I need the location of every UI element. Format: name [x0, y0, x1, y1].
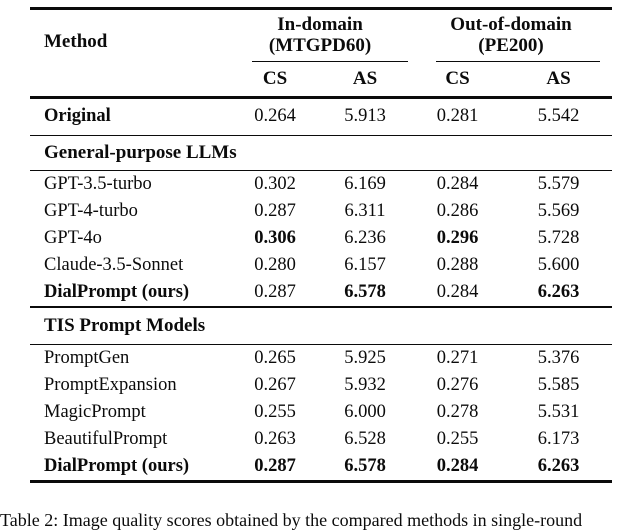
table-row-original: Original 0.264 5.913 0.281 5.542	[30, 99, 612, 135]
table-row-gpt-4-turbo: GPT-4-turbo 0.287 6.311 0.286 5.569	[30, 198, 612, 225]
section-rule	[30, 306, 612, 308]
cs-outdomain-value: 0.288	[436, 255, 479, 276]
cs-indomain-value: 0.255	[254, 402, 296, 423]
cs-outdomain-value: 0.276	[436, 375, 479, 396]
as-indomain-value: 5.913	[344, 106, 386, 126]
method-name: Original	[44, 106, 111, 126]
bottom-rule	[30, 480, 612, 484]
as-indomain-value: 6.157	[344, 255, 386, 276]
as-outdomain-value: 5.531	[537, 402, 580, 423]
column-header-as-indomain: AS	[352, 68, 378, 89]
table-row-gpt-4o: GPT-4o 0.306 6.236 0.296 5.728	[30, 225, 612, 252]
table-header-metrics: CS AS CS AS	[30, 62, 612, 96]
as-indomain-value: 6.528	[344, 429, 386, 450]
as-indomain-value: 5.925	[344, 348, 386, 369]
cs-indomain-value: 0.265	[254, 348, 296, 369]
cs-indomain-value: 0.264	[254, 106, 296, 126]
cs-outdomain-value: 0.271	[436, 348, 479, 369]
as-indomain-value: 6.311	[344, 201, 386, 222]
cs-outdomain-value: 0.284	[436, 282, 479, 303]
table-row-magicprompt: MagicPrompt 0.255 6.000 0.278 5.531	[30, 399, 612, 426]
column-header-cs-indomain: CS	[262, 68, 288, 89]
table-header-groups: Method In-domain (MTGPD60) Out-of-domain(…	[30, 10, 612, 63]
table-row-claude-3-5-sonnet: Claude-3.5-Sonnet 0.280 6.157 0.288 5.60…	[30, 252, 612, 279]
cs-indomain-value: 0.287	[254, 282, 296, 303]
method-name: DialPrompt (ours)	[44, 282, 190, 303]
as-indomain-value: 6.000	[344, 402, 386, 423]
method-name: GPT-3.5-turbo	[44, 174, 152, 195]
as-indomain-value: 5.932	[344, 375, 386, 396]
group1-line1: In-domain	[277, 14, 363, 35]
section-rule	[30, 343, 612, 346]
column-group-out-of-domain: Out-of-domain (PE200)	[410, 10, 612, 63]
group-label: In-domain (MTGPD60)	[230, 10, 410, 56]
method-name: GPT-4-turbo	[44, 201, 138, 222]
cs-outdomain-value: 0.286	[436, 201, 479, 222]
section-label: TIS Prompt Models	[44, 314, 206, 336]
column-group-in-domain: In-domain (MTGPD60)	[230, 10, 410, 63]
method-name: MagicPrompt	[44, 402, 146, 423]
group-label: Out-of-domain (PE200)	[410, 10, 612, 56]
method-name: PromptExpansion	[44, 375, 177, 396]
table-caption: Table 2: Image quality scores obtained b…	[0, 510, 583, 530]
column-header-method: Method	[44, 31, 108, 53]
as-outdomain-value: 5.376	[537, 348, 580, 369]
method-name: Claude-3.5-Sonnet	[44, 255, 184, 276]
header-rule	[30, 96, 612, 99]
as-indomain-value: 6.236	[344, 228, 386, 249]
table-row-dialprompt-tis: DialPrompt (ours) 0.287 6.578 0.284 6.26…	[30, 453, 612, 480]
as-outdomain-value: 6.173	[537, 429, 580, 450]
cs-outdomain-value: 0.255	[436, 429, 479, 450]
table-row-promptgen: PromptGen 0.265 5.925 0.271 5.376	[30, 345, 612, 372]
cs-outdomain-value: 0.281	[436, 106, 479, 126]
cmidrule-out-of-domain	[436, 61, 600, 63]
section-rule	[30, 134, 612, 136]
as-outdomain-value: 5.600	[537, 255, 580, 276]
section-header-general-purpose-llms: General-purpose LLMs	[30, 136, 612, 170]
group2-line1: Out-of-domain	[450, 14, 572, 35]
cs-indomain-value: 0.302	[254, 174, 296, 195]
cmidrule-in-domain	[252, 61, 408, 63]
method-name: GPT-4o	[44, 228, 102, 249]
section-header-tis-prompt-models: TIS Prompt Models	[30, 308, 612, 344]
results-table: Method In-domain (MTGPD60) Out-of-domain(…	[30, 7, 612, 484]
group2-line2: (PE200)	[478, 35, 544, 56]
cs-indomain-value: 0.280	[254, 255, 296, 276]
as-outdomain-value: 6.263	[537, 456, 580, 477]
method-name: DialPrompt (ours)	[44, 456, 190, 477]
method-name: PromptGen	[44, 348, 130, 369]
table-row-beautifulprompt: BeautifulPrompt 0.263 6.528 0.255 6.173	[30, 426, 612, 453]
as-outdomain-value: 5.542	[537, 106, 580, 126]
as-outdomain-value: 5.579	[537, 174, 580, 195]
as-indomain-value: 6.578	[344, 456, 386, 477]
table-row-dialprompt-llm: DialPrompt (ours) 0.287 6.578 0.284 6.26…	[30, 279, 612, 306]
column-header-as-outdomain: AS	[546, 68, 571, 89]
as-outdomain-value: 5.569	[537, 201, 580, 222]
cs-outdomain-value: 0.296	[436, 228, 479, 249]
section-label: General-purpose LLMs	[44, 141, 237, 163]
method-name: BeautifulPrompt	[44, 429, 168, 450]
section-rule	[30, 169, 612, 172]
cs-indomain-value: 0.263	[254, 429, 296, 450]
cs-outdomain-value: 0.278	[436, 402, 479, 423]
cs-outdomain-value: 0.284	[436, 456, 479, 477]
cs-indomain-value: 0.287	[254, 201, 296, 222]
table-row-promptexpansion: PromptExpansion 0.267 5.932 0.276 5.585	[30, 372, 612, 399]
as-indomain-value: 6.578	[344, 282, 386, 303]
cs-indomain-value: 0.287	[254, 456, 296, 477]
as-outdomain-value: 5.585	[537, 375, 580, 396]
table-row-gpt-3-5-turbo: GPT-3.5-turbo 0.302 6.169 0.284 5.579	[30, 171, 612, 198]
as-outdomain-value: 5.728	[537, 228, 580, 249]
top-rule	[30, 7, 612, 10]
as-outdomain-value: 6.263	[537, 282, 580, 303]
cs-outdomain-value: 0.284	[436, 174, 479, 195]
as-indomain-value: 6.169	[344, 174, 386, 195]
column-header-cs-outdomain: CS	[445, 68, 470, 89]
group1-line2: (MTGPD60)	[268, 35, 372, 56]
cs-indomain-value: 0.267	[254, 375, 296, 396]
cs-indomain-value: 0.306	[254, 228, 296, 249]
